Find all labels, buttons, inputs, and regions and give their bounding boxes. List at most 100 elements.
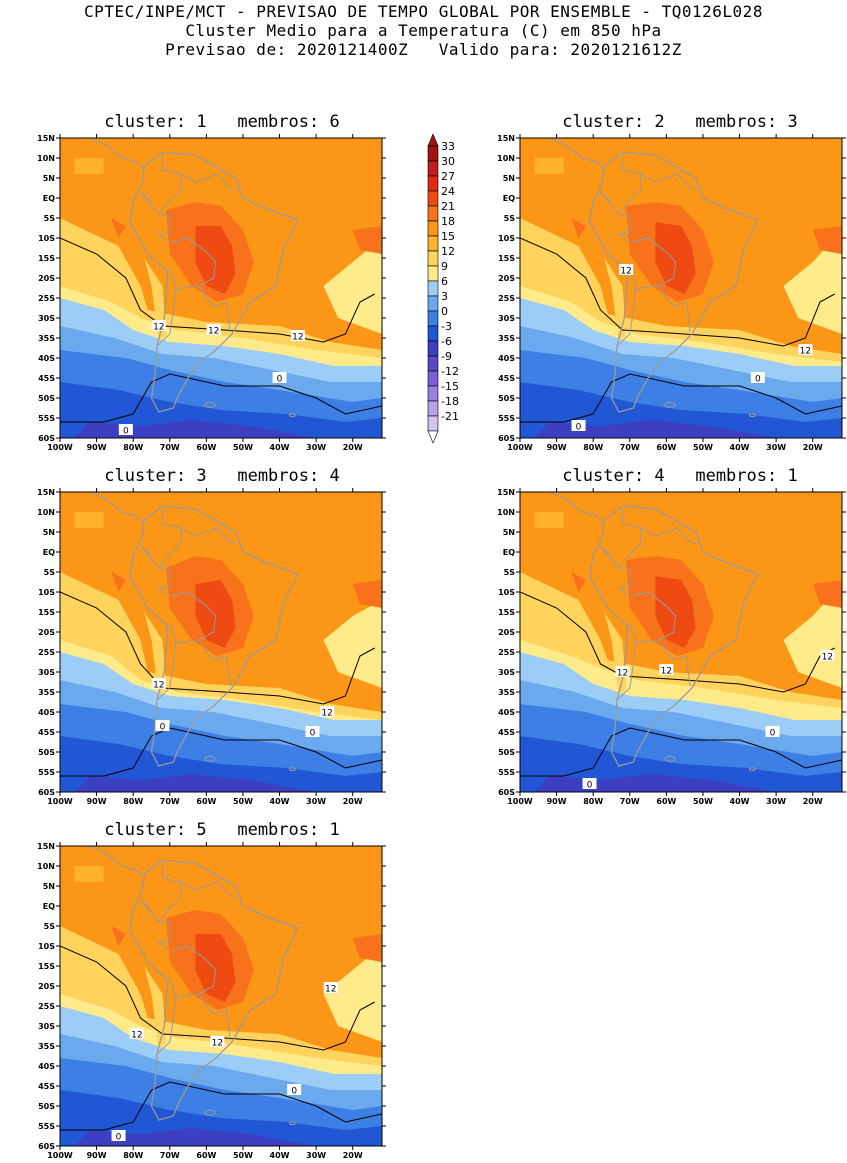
colorbar-swatch <box>427 370 439 387</box>
country-border <box>640 527 678 537</box>
lon-tick-label: 80W <box>123 443 143 452</box>
colorbar-swatch <box>427 235 439 252</box>
lon-tick-label: 90W <box>547 797 567 806</box>
contour-label-box <box>129 1028 144 1039</box>
band-m3-0 <box>520 382 842 438</box>
country-border <box>140 899 171 951</box>
lon-tick-label: 100W <box>507 443 533 452</box>
colorbar-level-label: 3 <box>441 290 448 303</box>
coastline-central-america <box>89 492 143 523</box>
lat-tick-label: 10S <box>498 588 515 597</box>
band-m3-0 <box>60 736 382 792</box>
lat-tick-label: 15N <box>497 488 515 497</box>
lat-tick-label: 30S <box>38 1022 55 1031</box>
lon-tick-label: 90W <box>87 1151 107 1160</box>
country-border <box>171 945 207 961</box>
panel-4-title: cluster: 4 membros: 1 <box>562 466 798 486</box>
band-9-12-east <box>323 238 382 334</box>
band-m3-0 <box>520 736 842 792</box>
lat-tick-label: 15S <box>38 254 55 263</box>
lon-tick-label: 30W <box>766 443 786 452</box>
lat-tick-label: 10S <box>38 234 55 243</box>
lon-tick-label: 80W <box>123 797 143 806</box>
lat-tick-label: 30S <box>38 668 55 677</box>
lon-tick-label: 80W <box>583 797 603 806</box>
country-border <box>156 641 176 701</box>
map-frame <box>519 137 843 439</box>
warm-patch <box>812 580 842 608</box>
map-frame <box>59 491 383 793</box>
lat-tick-label: 15N <box>497 134 515 143</box>
country-border <box>156 287 176 347</box>
lon-tick-label: 40W <box>270 1151 290 1160</box>
lat-tick-label: 45S <box>38 374 55 383</box>
panel-3-title: cluster: 3 membros: 4 <box>104 466 340 486</box>
contour-label-box <box>798 344 813 355</box>
band-9-12-east <box>783 230 842 334</box>
lon-tick-label: 100W <box>47 1151 73 1160</box>
warm-patch <box>111 572 126 592</box>
south-georgia <box>748 767 756 772</box>
country-border <box>140 545 171 597</box>
country-border <box>180 527 218 537</box>
lon-tick-label: 70W <box>160 443 180 452</box>
coastline <box>588 151 759 413</box>
lat-tick-label: 60S <box>38 434 55 443</box>
lon-tick-label: 50W <box>693 443 713 452</box>
lat-tick-label: EQ <box>43 194 55 203</box>
lat-tick-label: 15S <box>498 608 515 617</box>
lon-tick-label: 20W <box>803 797 823 806</box>
lon-tick-label: 70W <box>160 1151 180 1160</box>
colorbar-swatch <box>427 310 439 327</box>
isotherm-12 <box>60 591 375 705</box>
lat-tick-label: 10S <box>498 234 515 243</box>
contour-label-box <box>820 650 835 661</box>
colorbar-level-label: 24 <box>441 185 455 198</box>
map-panel-3: 12 12 0 0 15N 10N 5N EQ 5S 10S 15S 20S 25S 30S 35S 40S 4… <box>37 488 386 806</box>
band-15-18-north <box>74 512 104 528</box>
band-9-12-east <box>323 946 382 1042</box>
isotherm-12 <box>520 591 835 693</box>
lat-tick-label: 35S <box>498 334 515 343</box>
colorbar-level-label: 27 <box>441 170 455 183</box>
band-24-27 <box>195 226 236 294</box>
lon-tick-label: 100W <box>507 797 533 806</box>
warm-patch <box>111 926 126 946</box>
contour-label-box <box>320 706 335 717</box>
country-border <box>616 641 636 701</box>
lon-tick-label: 20W <box>343 1151 363 1160</box>
colorbar-arrow-bottom <box>427 430 439 444</box>
lat-tick-label: 40S <box>498 354 515 363</box>
lat-tick-label: 5N <box>503 528 515 537</box>
lat-tick-label: 15N <box>37 134 55 143</box>
colorbar-level-label: -12 <box>441 365 459 378</box>
lat-tick-label: 45S <box>38 1082 55 1091</box>
contour-label-box <box>659 664 674 675</box>
colorbar-swatch <box>427 160 439 177</box>
contour-label-box <box>571 420 586 431</box>
lat-tick-label: EQ <box>503 194 515 203</box>
contour-label: 12 <box>661 667 672 677</box>
map-field: 12 12 12 0 0 <box>60 846 382 1146</box>
country-border <box>171 237 207 253</box>
country-border <box>198 993 231 1041</box>
lat-tick-label: 5N <box>503 174 515 183</box>
lon-tick-label: 70W <box>620 443 640 452</box>
lat-tick-label: 5N <box>43 882 55 891</box>
country-border <box>618 154 642 215</box>
band-24-27 <box>655 222 696 294</box>
country-border <box>180 173 218 183</box>
lat-tick-label: 5N <box>43 528 55 537</box>
lat-tick-label: 60S <box>498 788 515 797</box>
country-border <box>216 527 236 545</box>
falkland-islands <box>204 755 216 762</box>
lat-tick-label: 50S <box>38 1102 55 1111</box>
warm-patch <box>812 226 842 254</box>
coastline-central-america <box>89 138 143 169</box>
isotherm-0 <box>60 727 382 777</box>
contour-label: 12 <box>153 681 164 691</box>
lat-tick-label: 35S <box>38 334 55 343</box>
lon-tick-label: 60W <box>656 797 676 806</box>
contour-label-box <box>323 982 338 993</box>
colorbar-level-label: -21 <box>441 410 459 423</box>
